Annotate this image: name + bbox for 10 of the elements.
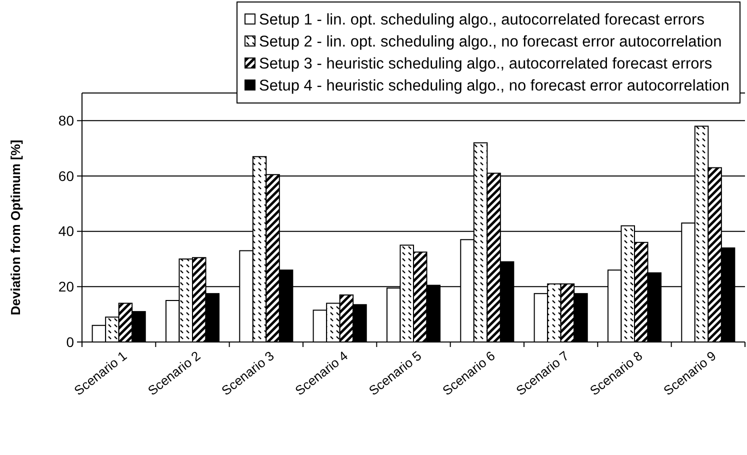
legend-label: Setup 4 - heuristic scheduling algo., no forecast error autocorrelation [259,77,730,94]
legend-label: Setup 3 - heuristic scheduling algo., autocorrelated forecast errors [259,55,712,72]
legend-label: Setup 2 - lin. opt. scheduling algo., no forecast error autocorrelation [259,33,722,50]
y-tick-label: 20 [58,278,74,295]
y-tick-label: 40 [58,223,74,240]
y-tick-label: 80 [58,112,74,129]
legend-label: Setup 1 - lin. opt. scheduling algo., autocorrelated forecast errors [259,11,705,28]
y-tick-label: 60 [58,168,74,184]
y-axis-title: Deviation from Optimum [%] [8,140,23,316]
y-tick-label: 0 [66,334,74,350]
